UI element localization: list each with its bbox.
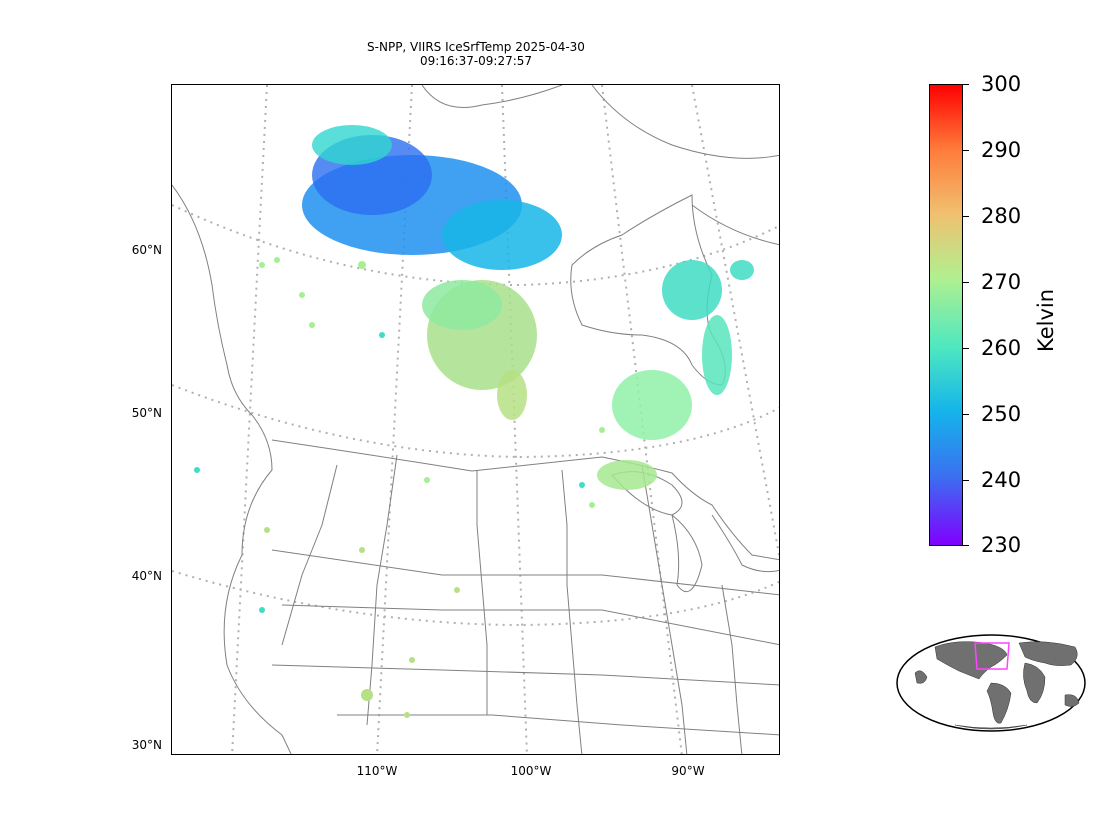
state-line-5	[281, 464, 338, 646]
labrador-coast	[691, 204, 779, 246]
lake-michigan	[671, 514, 703, 593]
inset-eurasia	[1018, 641, 1078, 666]
colorbar-tick	[963, 150, 969, 151]
swath-superior	[597, 460, 657, 490]
title-line2: 09:16:37-09:27:57	[419, 54, 533, 68]
pixel	[361, 689, 373, 701]
arctic-islands-1	[421, 85, 563, 108]
data-overlay	[194, 125, 754, 718]
state-line-1	[271, 549, 779, 596]
state-line-9	[641, 464, 688, 754]
pixel	[194, 467, 200, 473]
colorbar-tick-label: 300	[981, 72, 1022, 96]
pixel	[359, 547, 365, 553]
pixel	[309, 322, 315, 328]
inset-region-box	[974, 642, 1010, 670]
graticule-120w	[231, 85, 268, 754]
colorbar-tick	[963, 84, 969, 85]
swath-prairie-south	[497, 370, 527, 420]
main-map[interactable]	[171, 84, 780, 755]
swath-james-bay	[702, 315, 732, 395]
pixel	[264, 527, 270, 533]
colorbar-tick	[963, 545, 969, 546]
map-canvas	[172, 85, 779, 754]
lon-label-100w: 100°W	[510, 764, 552, 778]
inset-land	[914, 641, 1080, 730]
colorbar-tick	[963, 414, 969, 415]
pixel	[599, 427, 605, 433]
swath-quebec	[730, 260, 754, 280]
arctic-islands-2	[591, 85, 779, 159]
lon-label-90w: 90°W	[671, 764, 705, 778]
colorbar-tick-label: 290	[981, 138, 1022, 162]
colorbar-tick	[963, 480, 969, 481]
pixel	[579, 482, 585, 488]
state-line-10	[721, 584, 743, 754]
inset-australia	[1064, 694, 1080, 707]
swath-prairie-north	[422, 280, 502, 330]
state-line-2	[281, 604, 779, 646]
pixel	[259, 262, 265, 268]
inset-canvas	[896, 634, 1086, 732]
pacific-coast	[172, 184, 292, 754]
pixel	[424, 477, 430, 483]
pixel	[589, 502, 595, 508]
state-line-4	[337, 714, 779, 736]
lat-label-40n: 40°N	[131, 569, 162, 583]
title-line1: S-NPP, VIIRS IceSrfTemp 2025-04-30	[367, 40, 585, 54]
pixel	[274, 257, 280, 263]
colorbar-tick-label: 250	[981, 402, 1022, 426]
graticule-50n	[172, 384, 779, 459]
state-line-6	[366, 454, 398, 726]
swath-north	[312, 125, 392, 165]
state-line-3	[271, 664, 779, 686]
inset-antarctica	[954, 724, 1028, 730]
pixel	[409, 657, 415, 663]
pixel	[259, 607, 265, 613]
colorbar-tick-label: 240	[981, 468, 1022, 492]
colorbar-tick	[963, 216, 969, 217]
colorbar-tick-label: 270	[981, 270, 1022, 294]
lat-label-50n: 50°N	[131, 406, 162, 420]
lat-label-60n: 60°N	[131, 243, 162, 257]
inset-pacific-islands	[914, 670, 928, 684]
pixel	[379, 332, 385, 338]
colorbar-tick-label: 230	[981, 533, 1022, 557]
colorbar-tick-label: 260	[981, 336, 1022, 360]
pixel	[454, 587, 460, 593]
swath-hudson-west	[662, 260, 722, 320]
lat-label-30n: 30°N	[131, 738, 162, 752]
colorbar-tick-label: 280	[981, 204, 1022, 228]
graticule-80w	[691, 85, 779, 560]
pixel	[299, 292, 305, 298]
graticule-40n	[172, 570, 779, 627]
borders	[172, 85, 779, 754]
inset-south-america	[986, 682, 1012, 724]
lon-label-110w: 110°W	[356, 764, 398, 778]
colorbar	[929, 84, 963, 546]
inset-africa	[1023, 662, 1046, 704]
state-line-8	[561, 469, 583, 754]
colorbar-tick	[963, 348, 969, 349]
state-line-7	[476, 470, 488, 715]
swath-cold-east	[442, 200, 562, 270]
swath-ontario	[612, 370, 692, 440]
pixel	[404, 712, 410, 718]
us-canada-border	[271, 439, 779, 561]
pixel	[358, 261, 366, 269]
inset-world-map	[895, 633, 1087, 733]
map-title: S-NPP, VIIRS IceSrfTemp 2025-04-30 09:16…	[276, 40, 676, 68]
lake-huron	[711, 514, 779, 573]
colorbar-tick	[963, 282, 969, 283]
colorbar-unit-label: Kelvin	[1034, 288, 1058, 352]
